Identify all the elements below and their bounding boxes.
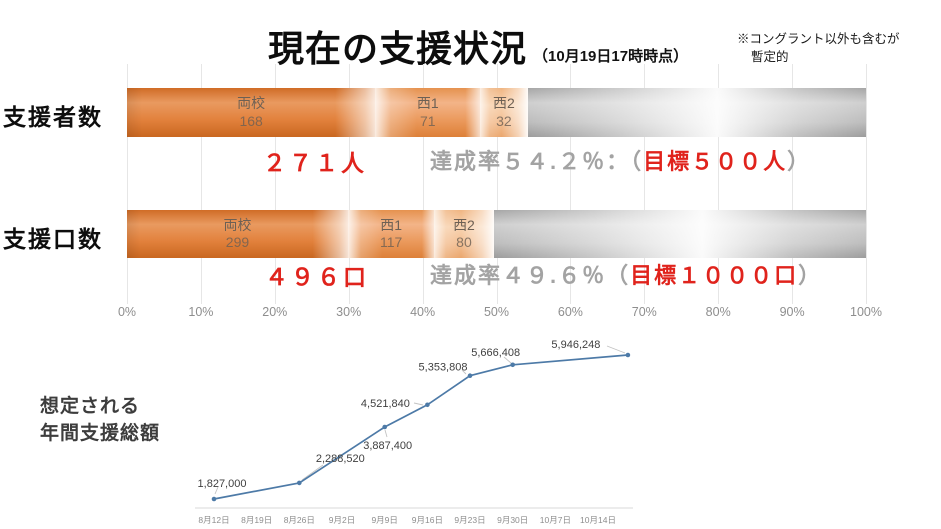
gridline-60 (570, 64, 572, 304)
gridline-80 (718, 64, 720, 304)
trend-line (213, 354, 628, 500)
label-leader-line (413, 402, 424, 406)
axis-tick-60%: 60% (557, 305, 583, 319)
bar1-segment-1: 両校 168 (127, 88, 376, 137)
axis-tick-50%: 50% (483, 305, 510, 319)
supporters-achievement-rate: 達成率５４.２％：（ (430, 149, 644, 174)
gridline-90 (792, 64, 794, 304)
units-goal: 目標１０００口 (630, 263, 799, 288)
date-tick: 9月9日 (371, 515, 397, 525)
gridline-0 (127, 64, 128, 304)
segment-value: 71 (419, 112, 436, 129)
title-timestamp: （10月19日17時時点） (533, 48, 689, 65)
gridline-50 (496, 64, 498, 304)
data-point (467, 373, 473, 378)
bar2-segment-2: 西1 117 (347, 210, 435, 258)
units-bar: 両校 299 西1 117 西2 80 (127, 210, 866, 258)
gridline-10 (200, 64, 202, 304)
supporters-goal: 目標５００人 (643, 149, 788, 174)
date-tick: 9月16日 (412, 515, 443, 525)
date-tick: 9月30日 (497, 515, 528, 525)
data-point (382, 424, 387, 430)
axis-tick-10%: 10% (188, 305, 214, 319)
units-achievement-rate: 達成率４９.６％（ (430, 263, 631, 288)
segment-value: 32 (496, 112, 512, 129)
label-leader-line (384, 429, 388, 438)
data-point (510, 362, 515, 368)
bar1-segment-2: 西1 71 (375, 88, 481, 137)
axis-tick-30%: 30% (336, 305, 362, 319)
line-chart-label-line2: 年間支援総額 (40, 422, 161, 444)
data-label: 5,353,808 (419, 362, 468, 374)
label-leader-line (461, 369, 467, 375)
axis-tick-40%: 40% (410, 305, 436, 319)
bar1-remainder (527, 88, 866, 137)
data-label: 3,887,400 (363, 440, 412, 452)
data-point (425, 402, 430, 408)
line-chart-label-line1: 想定される (40, 396, 141, 417)
footnote-line2: 暫定的 (751, 49, 789, 64)
segment-value: 168 (239, 112, 263, 129)
axis-tick-20%: 20% (262, 305, 288, 319)
gridline-20 (274, 64, 276, 304)
supporters-achievement-close: ） (787, 149, 812, 174)
axis-tick-100%: 100% (850, 305, 882, 319)
gridline-70 (644, 64, 646, 304)
segment-name: 西2 (492, 95, 515, 112)
data-label: 2,288,520 (316, 453, 365, 465)
date-tick: 9月2日 (329, 515, 355, 525)
date-tick: 8月26日 (284, 515, 315, 525)
data-point (211, 496, 217, 502)
axis-tick-90%: 90% (779, 305, 805, 319)
axis-tick-70%: 70% (631, 305, 657, 319)
units-achievement: 達成率４９.６％（目標１０００口） (430, 258, 822, 290)
line-chart: 8月12日 8月19日 8月26日 9月2日 9月9日 9月16日 9月23日 9月30日 10… (195, 339, 633, 525)
bar2-remainder (493, 210, 866, 258)
supporters-total: ２７１人 (263, 150, 367, 176)
supporters-row-label: 支援者数 (3, 104, 103, 130)
supporters-bar: 両校 168 西1 71 西2 32 (127, 88, 866, 137)
data-point (297, 480, 302, 486)
label-leader-line (503, 356, 512, 364)
data-label: 1,827,000 (198, 478, 247, 490)
gridline-100 (866, 64, 867, 304)
axis-tick-80%: 80% (705, 305, 731, 319)
gridline-40 (422, 64, 424, 304)
line-chart-label: 想定される 年間支援総額 (40, 394, 160, 447)
data-point (625, 352, 631, 358)
footnote-line1: ※コングラント以外も含むが (737, 32, 900, 46)
date-tick: 9月23日 (454, 515, 485, 525)
segment-value: 80 (456, 234, 472, 250)
bar2-segment-3: 西2 80 (434, 210, 494, 258)
bar2-segment-1: 両校 299 (127, 210, 348, 258)
page-title: 現在の支援状況 (268, 28, 528, 69)
units-row-label: 支援口数 (3, 226, 103, 252)
date-tick: 8月12日 (198, 515, 229, 525)
gridline-30 (348, 64, 350, 304)
data-label: 4,521,840 (361, 398, 410, 410)
title-row: 現在の支援状況 （10月19日17時時点） (268, 20, 688, 72)
label-leader-line (301, 464, 324, 481)
bar1-segment-3: 西2 32 (480, 88, 528, 137)
segment-name: 両校 (223, 216, 252, 233)
segment-name: 両校 (237, 95, 266, 112)
label-leader-line (606, 345, 626, 354)
units-total: ４９６口 (265, 264, 369, 290)
date-tick: 8月19日 (241, 515, 272, 525)
segment-name: 西1 (380, 216, 403, 233)
supporters-achievement: 達成率５４.２％：（目標５００人） (430, 144, 811, 176)
segment-name: 西2 (453, 216, 475, 233)
segment-value: 117 (380, 234, 403, 250)
units-achievement-close: ） (798, 263, 823, 288)
date-tick: 10月14日 (580, 515, 616, 525)
data-label: 5,666,408 (471, 347, 520, 359)
label-leader-line (214, 486, 219, 495)
segment-value: 299 (225, 234, 250, 250)
segment-name: 西1 (416, 95, 439, 112)
footnote: ※コングラント以外も含むが 暫定的 (737, 31, 900, 66)
date-tick: 10月7日 (540, 515, 571, 525)
data-label: 5,946,248 (551, 339, 600, 351)
axis-tick-0%: 0% (117, 305, 137, 319)
